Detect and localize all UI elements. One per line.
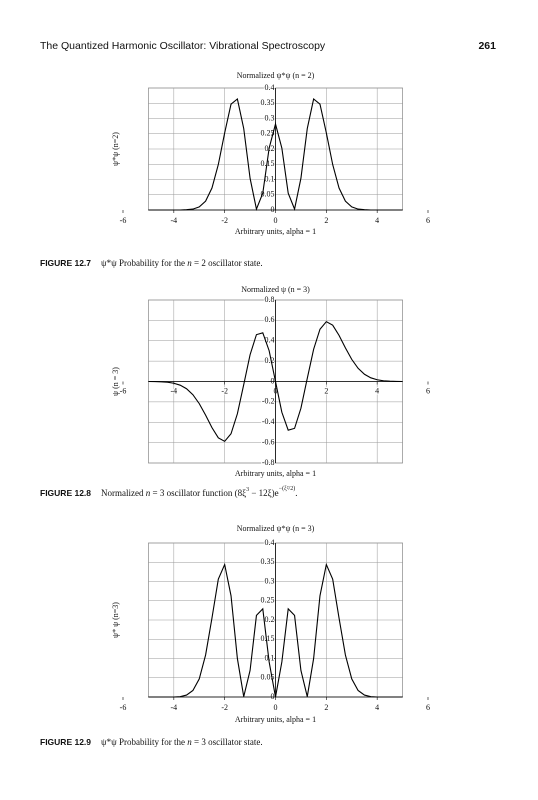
y-tick-label: -0.4 (262, 417, 275, 426)
caption-text: = 2 oscillator state. (192, 258, 263, 268)
y-tick-label: 0.8 (265, 295, 275, 304)
x-tick-label: -4 (170, 703, 177, 712)
y-axis-label: ψ* ψ (n=3) (111, 602, 120, 638)
figure-label: FIGURE 12.9 (40, 737, 91, 747)
x-tick-label: 0 (274, 703, 278, 712)
y-tick-label: 0.4 (265, 83, 275, 92)
x-tick-label: -2 (221, 216, 228, 225)
caption: FIGURE 12.8 Normalized n = 3 oscillator f… (40, 485, 297, 498)
x-tick-label: 4 (375, 216, 379, 225)
figure-label: FIGURE 12.7 (40, 258, 91, 268)
y-tick-label: 0.35 (261, 557, 275, 566)
chart-title: Normalized ψ*ψ (n = 3) (237, 524, 315, 533)
x-axis-label: Arbitrary units, alpha = 1 (235, 715, 316, 724)
y-tick-label: 0.1 (265, 653, 275, 662)
caption-text: n (187, 737, 192, 747)
chart-title: Normalized ψ*ψ (n = 2) (237, 71, 315, 80)
caption-text: . (295, 488, 297, 498)
x-tick-label: -6 (120, 216, 127, 225)
caption-text: −(ξ²/2) (279, 485, 296, 492)
x-tick-label: 6 (426, 703, 430, 712)
caption-text: n (187, 258, 192, 268)
x-axis-label: Arbitrary units, alpha = 1 (235, 227, 316, 236)
y-axis-label: ψ*ψ (n=2) (111, 132, 120, 166)
caption-text: = 3 oscillator state. (192, 737, 263, 747)
y-tick-label: 0.1 (265, 174, 275, 183)
y-tick-label: -0.6 (262, 437, 275, 446)
y-tick-label: 0.4 (265, 538, 275, 547)
x-tick-label: -4 (170, 386, 177, 395)
x-tick-label: -4 (170, 216, 177, 225)
data-line (148, 321, 403, 442)
caption-text: ψ*ψ Probability for the (101, 258, 187, 268)
x-tick-label: -6 (120, 703, 127, 712)
caption: FIGURE 12.9 ψ*ψ Probability for the n = 3… (40, 737, 263, 747)
caption-text: = 3 oscillator function (8ξ (150, 488, 246, 498)
x-tick-label: 6 (426, 386, 430, 395)
y-tick-label: -0.8 (262, 458, 275, 467)
y-tick-label: 0.4 (265, 336, 275, 345)
running-header: The Quantized Harmonic Oscillator: Vibra… (40, 40, 326, 52)
x-tick-label: 2 (324, 386, 328, 395)
x-tick-label: -2 (221, 703, 228, 712)
x-tick-label: 6 (426, 216, 430, 225)
y-tick-label: 0.2 (265, 356, 275, 365)
y-tick-label: 0 (271, 205, 275, 214)
caption-text: 3 (246, 487, 249, 493)
x-tick-label: 2 (324, 216, 328, 225)
y-tick-label: 0.3 (265, 113, 275, 122)
caption-text: n (146, 488, 151, 498)
y-tick-label: 0.05 (261, 673, 275, 682)
x-tick-label: -2 (221, 386, 228, 395)
y-tick-label: 0 (271, 692, 275, 701)
data-line (148, 97, 403, 211)
y-tick-label: 0.25 (261, 596, 275, 605)
x-axis-label: Arbitrary units, alpha = 1 (235, 469, 316, 478)
y-tick-label: 0.2 (265, 615, 275, 624)
data-line (148, 562, 403, 698)
y-tick-label: 0 (271, 376, 275, 385)
y-tick-label: 0.35 (261, 98, 275, 107)
x-tick-label: 4 (375, 703, 379, 712)
x-tick-label: 2 (324, 703, 328, 712)
x-tick-label: -6 (120, 386, 127, 395)
y-tick-label: 0.25 (261, 129, 275, 138)
y-axis-label: ψ (n = 3) (111, 367, 120, 396)
figure-label: FIGURE 12.8 (40, 488, 91, 498)
y-tick-label: 0.6 (265, 315, 275, 324)
y-tick-label: -0.2 (262, 397, 275, 406)
x-tick-label: 0 (274, 216, 278, 225)
caption-text: Normalized (101, 488, 146, 498)
y-tick-label: 0.05 (261, 190, 275, 199)
caption-text: ψ*ψ Probability for the (101, 737, 187, 747)
y-tick-label: 0.15 (261, 634, 275, 643)
caption-text: − 12ξ)e (249, 488, 279, 498)
y-tick-label: 0.3 (265, 576, 275, 585)
chart-title: Normalized ψ (n = 3) (241, 285, 310, 294)
x-tick-label: 4 (375, 386, 379, 395)
page-number: 261 (478, 40, 496, 52)
caption: FIGURE 12.7 ψ*ψ Probability for the n = 2… (40, 258, 263, 268)
